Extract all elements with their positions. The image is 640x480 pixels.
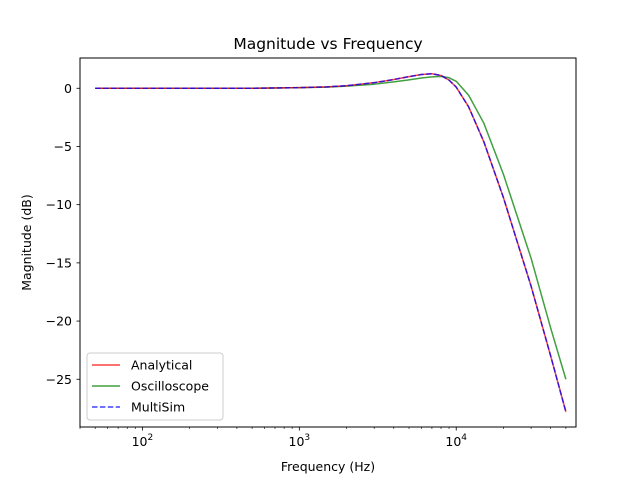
y-tick-label: −5 bbox=[54, 139, 72, 154]
legend-label-multisim: MultiSim bbox=[131, 400, 185, 415]
legend-label-analytical: Analytical bbox=[131, 358, 192, 373]
series-lines bbox=[95, 72, 567, 413]
x-tick-label: 103 bbox=[289, 433, 311, 449]
legend-label-oscilloscope: Oscilloscope bbox=[131, 379, 209, 394]
axes-frame bbox=[79, 57, 577, 428]
y-axis-label: Magnitude (dB) bbox=[19, 194, 34, 290]
legend-box bbox=[86, 352, 224, 421]
series-line-multisim bbox=[95, 72, 567, 413]
plot-area: 102 103 104 0 −5 −10 −15 −20 −25 bbox=[46, 57, 577, 449]
y-tick-label: 0 bbox=[64, 81, 72, 96]
x-axis-ticks: 102 103 104 bbox=[79, 427, 567, 449]
x-axis-label: Frequency (Hz) bbox=[281, 459, 375, 474]
y-axis-ticks: 0 −5 −10 −15 −20 −25 bbox=[46, 81, 80, 387]
y-tick-label: −15 bbox=[46, 255, 72, 270]
x-tick-label: 102 bbox=[132, 433, 154, 449]
series-line-oscilloscope bbox=[95, 75, 567, 380]
chart-title: Magnitude vs Frequency bbox=[233, 35, 422, 53]
x-tick-label: 104 bbox=[445, 433, 467, 449]
y-tick-label: −25 bbox=[46, 372, 72, 387]
y-tick-label: −20 bbox=[46, 314, 72, 329]
legend: Analytical Oscilloscope MultiSim bbox=[86, 352, 224, 421]
y-tick-label: −10 bbox=[46, 197, 72, 212]
